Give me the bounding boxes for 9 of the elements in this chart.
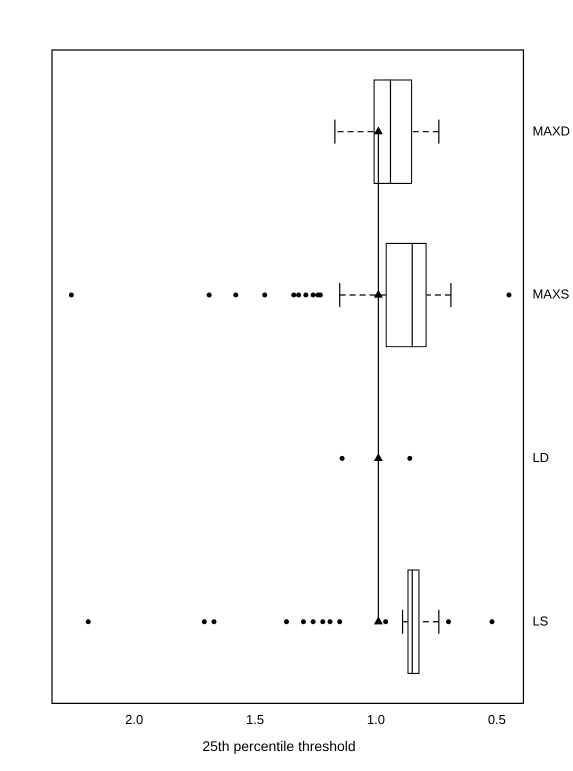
x-tick-label: 1.0 <box>366 712 386 727</box>
y-tick-label: LD <box>532 450 550 465</box>
x-axis-title: 25th percentile threshold <box>202 738 356 754</box>
x-tick-label: 0.5 <box>488 712 506 727</box>
x-tick-label: 1.5 <box>246 712 264 727</box>
x-tick-label: 2.0 <box>125 712 144 727</box>
y-tick-label: MAXD <box>532 123 570 138</box>
y-tick-label: MAXS <box>532 286 570 302</box>
y-tick-label: LS <box>532 613 549 628</box>
